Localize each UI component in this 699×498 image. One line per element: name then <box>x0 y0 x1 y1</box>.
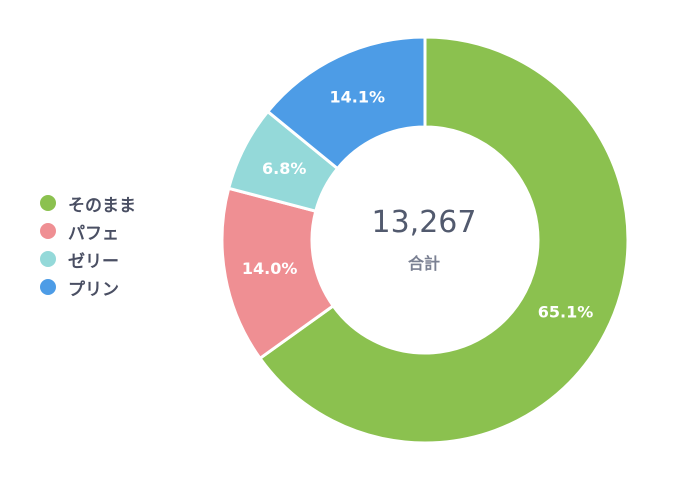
donut-slices <box>220 35 630 445</box>
slice-label-2: 6.8% <box>262 159 306 178</box>
legend-label-1: パフェ <box>68 223 119 244</box>
legend-swatch-0 <box>40 195 56 211</box>
legend-item-1[interactable]: パフェ <box>40 217 136 245</box>
legend-swatch-1 <box>40 223 56 239</box>
slice-0[interactable] <box>257 35 630 445</box>
legend-label-3: プリン <box>68 279 119 300</box>
slice-label-0: 65.1% <box>538 303 594 322</box>
legend-label-0: そのまま <box>68 195 136 216</box>
legend-swatch-2 <box>40 251 56 267</box>
total-label: 合計 <box>407 254 440 273</box>
legend-item-2[interactable]: ゼリー <box>40 245 136 273</box>
legend-swatch-3 <box>40 279 56 295</box>
slice-labels: 65.1% 14.0% 6.8% 14.1% <box>242 88 593 322</box>
slice-3[interactable] <box>265 35 427 171</box>
slice-label-3: 14.1% <box>330 88 386 107</box>
legend-item-3[interactable]: プリン <box>40 273 136 301</box>
slice-label-1: 14.0% <box>242 259 298 278</box>
total-value: 13,267 <box>371 205 477 240</box>
legend: そのまま パフェ ゼリー プリン <box>40 189 136 301</box>
legend-item-0[interactable]: そのまま <box>40 189 136 217</box>
legend-label-2: ゼリー <box>68 251 119 272</box>
